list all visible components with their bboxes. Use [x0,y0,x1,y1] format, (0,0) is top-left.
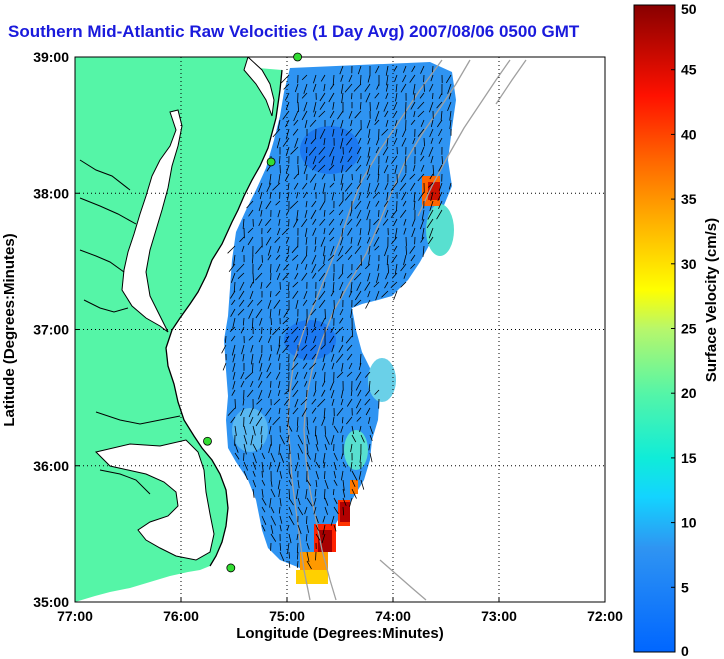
colorbar-tick-label: 35 [681,191,697,207]
colorbar-tick-label: 50 [681,1,697,17]
albemarle-sound [95,439,215,561]
velocity-vectors [221,65,452,570]
colorbar-tick-label: 20 [681,385,697,401]
radar-sites [203,52,303,573]
y-tick-label: 38:00 [33,185,69,201]
x-tick-label: 75:00 [269,608,305,624]
vector-arrows [221,65,452,570]
grid-lines [75,57,605,602]
x-tick-label: 73:00 [481,608,517,624]
colorbar-tick-label: 15 [681,450,697,466]
y-axis-label: Latitude (Degrees:Minutes) [1,233,18,426]
velocity-patch [300,126,360,174]
chart-title: Southern Mid-Atlantic Raw Velocities (1 … [8,22,580,41]
x-axis-ticks: 77:00 76:00 75:00 74:00 73:00 72:00 [57,597,623,624]
x-axis-label: Longitude (Degrees:Minutes) [236,625,444,642]
colorbar-tick-label: 0 [681,643,689,659]
colorbar-tick-label: 45 [681,62,697,78]
x-tick-label: 76:00 [163,608,199,624]
velocity-patch [426,204,454,256]
velocity-patch [368,358,396,402]
radar-site-marker [203,436,212,446]
velocity-patch [232,408,268,452]
delaware-bay [243,57,275,117]
y-tick-label: 37:00 [33,322,69,338]
y-tick-label: 35:00 [33,594,69,610]
colorbar-tick-label: 5 [681,579,689,595]
velocity-patch [344,430,368,470]
colorbar-tick-label: 40 [681,126,697,142]
colorbar-tick-label: 30 [681,256,697,272]
x-tick-label: 72:00 [587,608,623,624]
colorbar-ticks: 0 5 10 15 20 25 30 35 40 45 50 [671,1,697,659]
x-tick-label: 74:00 [375,608,411,624]
radar-site-marker [266,157,276,167]
chesapeake-bay [121,109,183,333]
colorbar [633,4,676,653]
radar-site-marker [293,52,303,62]
x-tick-label: 77:00 [57,608,93,624]
y-axis-ticks: 35:00 36:00 37:00 38:00 39:00 [33,49,80,610]
rivers [79,159,181,495]
y-tick-label: 36:00 [33,458,69,474]
radar-site-marker [226,563,236,573]
strong-current-cells [296,176,440,584]
colorbar-tick-label: 25 [681,321,697,337]
colorbar-label: Surface Velocity (cm/s) [703,218,720,382]
y-tick-label: 39:00 [33,49,69,65]
colorbar-tick-label: 10 [681,515,697,531]
